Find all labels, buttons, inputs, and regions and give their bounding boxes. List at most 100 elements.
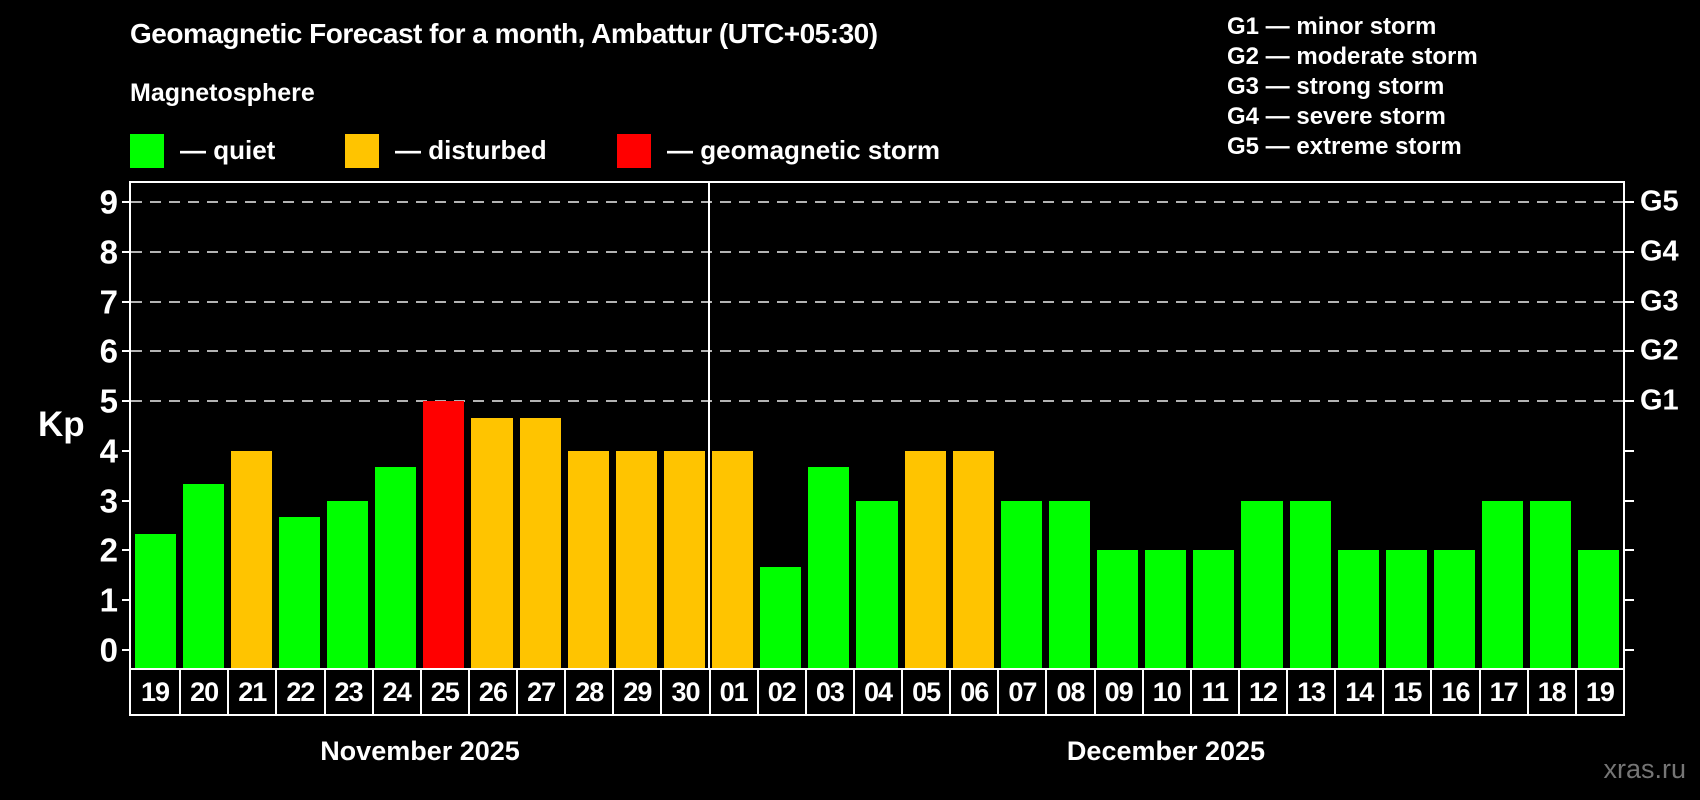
kp-bar-day-13 bbox=[1289, 500, 1331, 668]
g-axis-label-g4: G4 bbox=[1640, 235, 1679, 268]
date-cell-27: 27 bbox=[516, 670, 564, 714]
kp-bar-day-09 bbox=[1097, 550, 1139, 668]
ytick-label-6: 6 bbox=[99, 332, 118, 370]
g-scale-legend: G1 — minor storm G2 — moderate storm G3 … bbox=[1227, 12, 1478, 162]
kp-bar-day-12 bbox=[1241, 500, 1283, 668]
date-cell-20: 20 bbox=[179, 670, 227, 714]
legend-item-disturbed: — disturbed bbox=[345, 133, 547, 168]
left-tick-1 bbox=[122, 599, 131, 602]
kp-bar-day-08 bbox=[1048, 500, 1091, 668]
legend-item-quiet: — quiet bbox=[130, 133, 275, 168]
kp-bar-day-28 bbox=[567, 450, 609, 668]
date-cell-19: 19 bbox=[1574, 670, 1623, 714]
date-cell-23: 23 bbox=[323, 670, 372, 714]
kp-bar-day-19 bbox=[1578, 550, 1620, 668]
date-cell-04: 04 bbox=[852, 670, 901, 714]
right-tick-9 bbox=[1625, 200, 1634, 203]
legend-label-disturbed: — disturbed bbox=[395, 135, 547, 165]
gridline-kp7 bbox=[131, 300, 1623, 303]
kp-bar-day-01 bbox=[712, 450, 754, 668]
right-tick-5 bbox=[1625, 400, 1634, 403]
date-cell-11: 11 bbox=[1189, 670, 1238, 714]
kp-bar-day-17 bbox=[1482, 500, 1524, 668]
right-tick-6 bbox=[1625, 350, 1634, 353]
left-tick-9 bbox=[122, 200, 131, 203]
ytick-label-9: 9 bbox=[99, 183, 118, 221]
date-axis: 19 20 21 22 23 24 25 26 27 28 29 30 01 02 03 04 05 06 07 08… bbox=[129, 668, 1625, 716]
g-axis-label-g3: G3 bbox=[1640, 285, 1679, 318]
legend-label-storm: — geomagnetic storm bbox=[667, 135, 941, 165]
legend-label-quiet: — quiet bbox=[180, 135, 276, 165]
kp-bar-day-21 bbox=[230, 450, 272, 668]
date-cell-07: 07 bbox=[997, 670, 1045, 714]
kp-bar-day-03 bbox=[808, 467, 850, 668]
left-tick-8 bbox=[122, 250, 131, 253]
legend-item-storm: — geomagnetic storm bbox=[617, 133, 940, 168]
date-cell-30: 30 bbox=[660, 670, 708, 714]
kp-bar-day-10 bbox=[1145, 550, 1187, 668]
date-cell-09: 09 bbox=[1093, 670, 1142, 714]
kp-bar-day-24 bbox=[375, 467, 417, 668]
ytick-label-8: 8 bbox=[99, 233, 118, 271]
right-tick-2 bbox=[1625, 549, 1634, 552]
kp-bar-day-27 bbox=[519, 417, 561, 668]
kp-bar-day-02 bbox=[760, 566, 802, 668]
date-cell-26: 26 bbox=[467, 670, 516, 714]
kp-bar-day-15 bbox=[1385, 550, 1427, 668]
date-cell-12: 12 bbox=[1237, 670, 1286, 714]
date-cell-06: 06 bbox=[949, 670, 997, 714]
kp-bar-day-14 bbox=[1337, 550, 1379, 668]
month-divider-line bbox=[707, 183, 710, 668]
g-axis-label-g2: G2 bbox=[1640, 334, 1679, 367]
ytick-label-4: 4 bbox=[99, 432, 118, 470]
left-tick-5 bbox=[122, 400, 131, 403]
kp-bar-day-19 bbox=[134, 534, 176, 668]
right-tick-4 bbox=[1625, 449, 1634, 452]
right-tick-8 bbox=[1625, 250, 1634, 253]
kp-bar-day-22 bbox=[278, 517, 320, 668]
kp-axis-label: Kp bbox=[38, 405, 85, 444]
date-cell-01: 01 bbox=[708, 670, 757, 714]
left-tick-3 bbox=[122, 499, 131, 502]
kp-bar-day-11 bbox=[1193, 550, 1235, 668]
date-cell-29: 29 bbox=[612, 670, 660, 714]
kp-bar-day-07 bbox=[1000, 500, 1042, 668]
quiet-swatch-icon bbox=[130, 133, 164, 168]
ytick-label-3: 3 bbox=[99, 482, 118, 520]
date-cell-08: 08 bbox=[1045, 670, 1093, 714]
date-cell-21: 21 bbox=[227, 670, 275, 714]
magnetosphere-label: Magnetosphere bbox=[130, 79, 315, 107]
date-cell-25: 25 bbox=[419, 670, 468, 714]
kp-bar-day-05 bbox=[904, 450, 946, 668]
gridline-kp5 bbox=[131, 400, 1623, 403]
kp-bar-day-16 bbox=[1433, 550, 1476, 668]
date-cell-13: 13 bbox=[1286, 670, 1334, 714]
gridline-kp8 bbox=[131, 250, 1623, 253]
ytick-label-7: 7 bbox=[99, 283, 118, 321]
date-cell-17: 17 bbox=[1478, 670, 1527, 714]
g-legend-line-g3: G3 — strong storm bbox=[1227, 73, 1445, 100]
g-axis-label-g5: G5 bbox=[1640, 185, 1679, 218]
left-tick-0 bbox=[122, 649, 131, 651]
right-tick-0 bbox=[1625, 649, 1634, 651]
ytick-label-2: 2 bbox=[99, 531, 118, 569]
kp-bar-day-04 bbox=[856, 500, 898, 668]
month-label-november: November 2025 bbox=[320, 736, 520, 766]
ytick-label-1: 1 bbox=[99, 581, 118, 619]
left-tick-7 bbox=[122, 300, 131, 303]
chart-title: Geomagnetic Forecast for a month, Ambatt… bbox=[130, 18, 878, 49]
kp-bar-day-25 bbox=[423, 401, 465, 668]
date-cell-19: 19 bbox=[141, 676, 170, 707]
storm-swatch-icon bbox=[617, 133, 651, 168]
disturbed-swatch-icon bbox=[345, 133, 379, 168]
date-cell-22: 22 bbox=[275, 670, 323, 714]
left-tick-6 bbox=[122, 350, 131, 353]
plot-area bbox=[129, 181, 1625, 670]
g-legend-line-g5: G5 — extreme storm bbox=[1227, 133, 1462, 160]
right-tick-3 bbox=[1625, 499, 1634, 502]
date-cell-03: 03 bbox=[804, 670, 853, 714]
left-tick-4 bbox=[122, 449, 131, 452]
month-label-december: December 2025 bbox=[1066, 736, 1266, 766]
date-cell-14: 14 bbox=[1334, 670, 1382, 714]
